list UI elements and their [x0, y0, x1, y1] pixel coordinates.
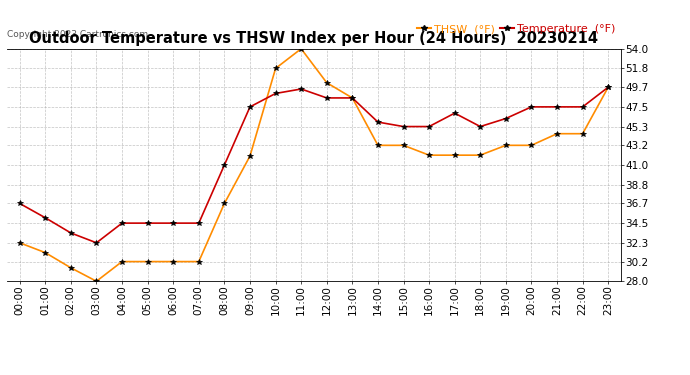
Legend: THSW  (°F), Temperature  (°F): THSW (°F), Temperature (°F) — [417, 24, 615, 34]
Text: Copyright 2023 Cartronics.com: Copyright 2023 Cartronics.com — [7, 30, 148, 39]
Title: Outdoor Temperature vs THSW Index per Hour (24 Hours)  20230214: Outdoor Temperature vs THSW Index per Ho… — [30, 31, 598, 46]
